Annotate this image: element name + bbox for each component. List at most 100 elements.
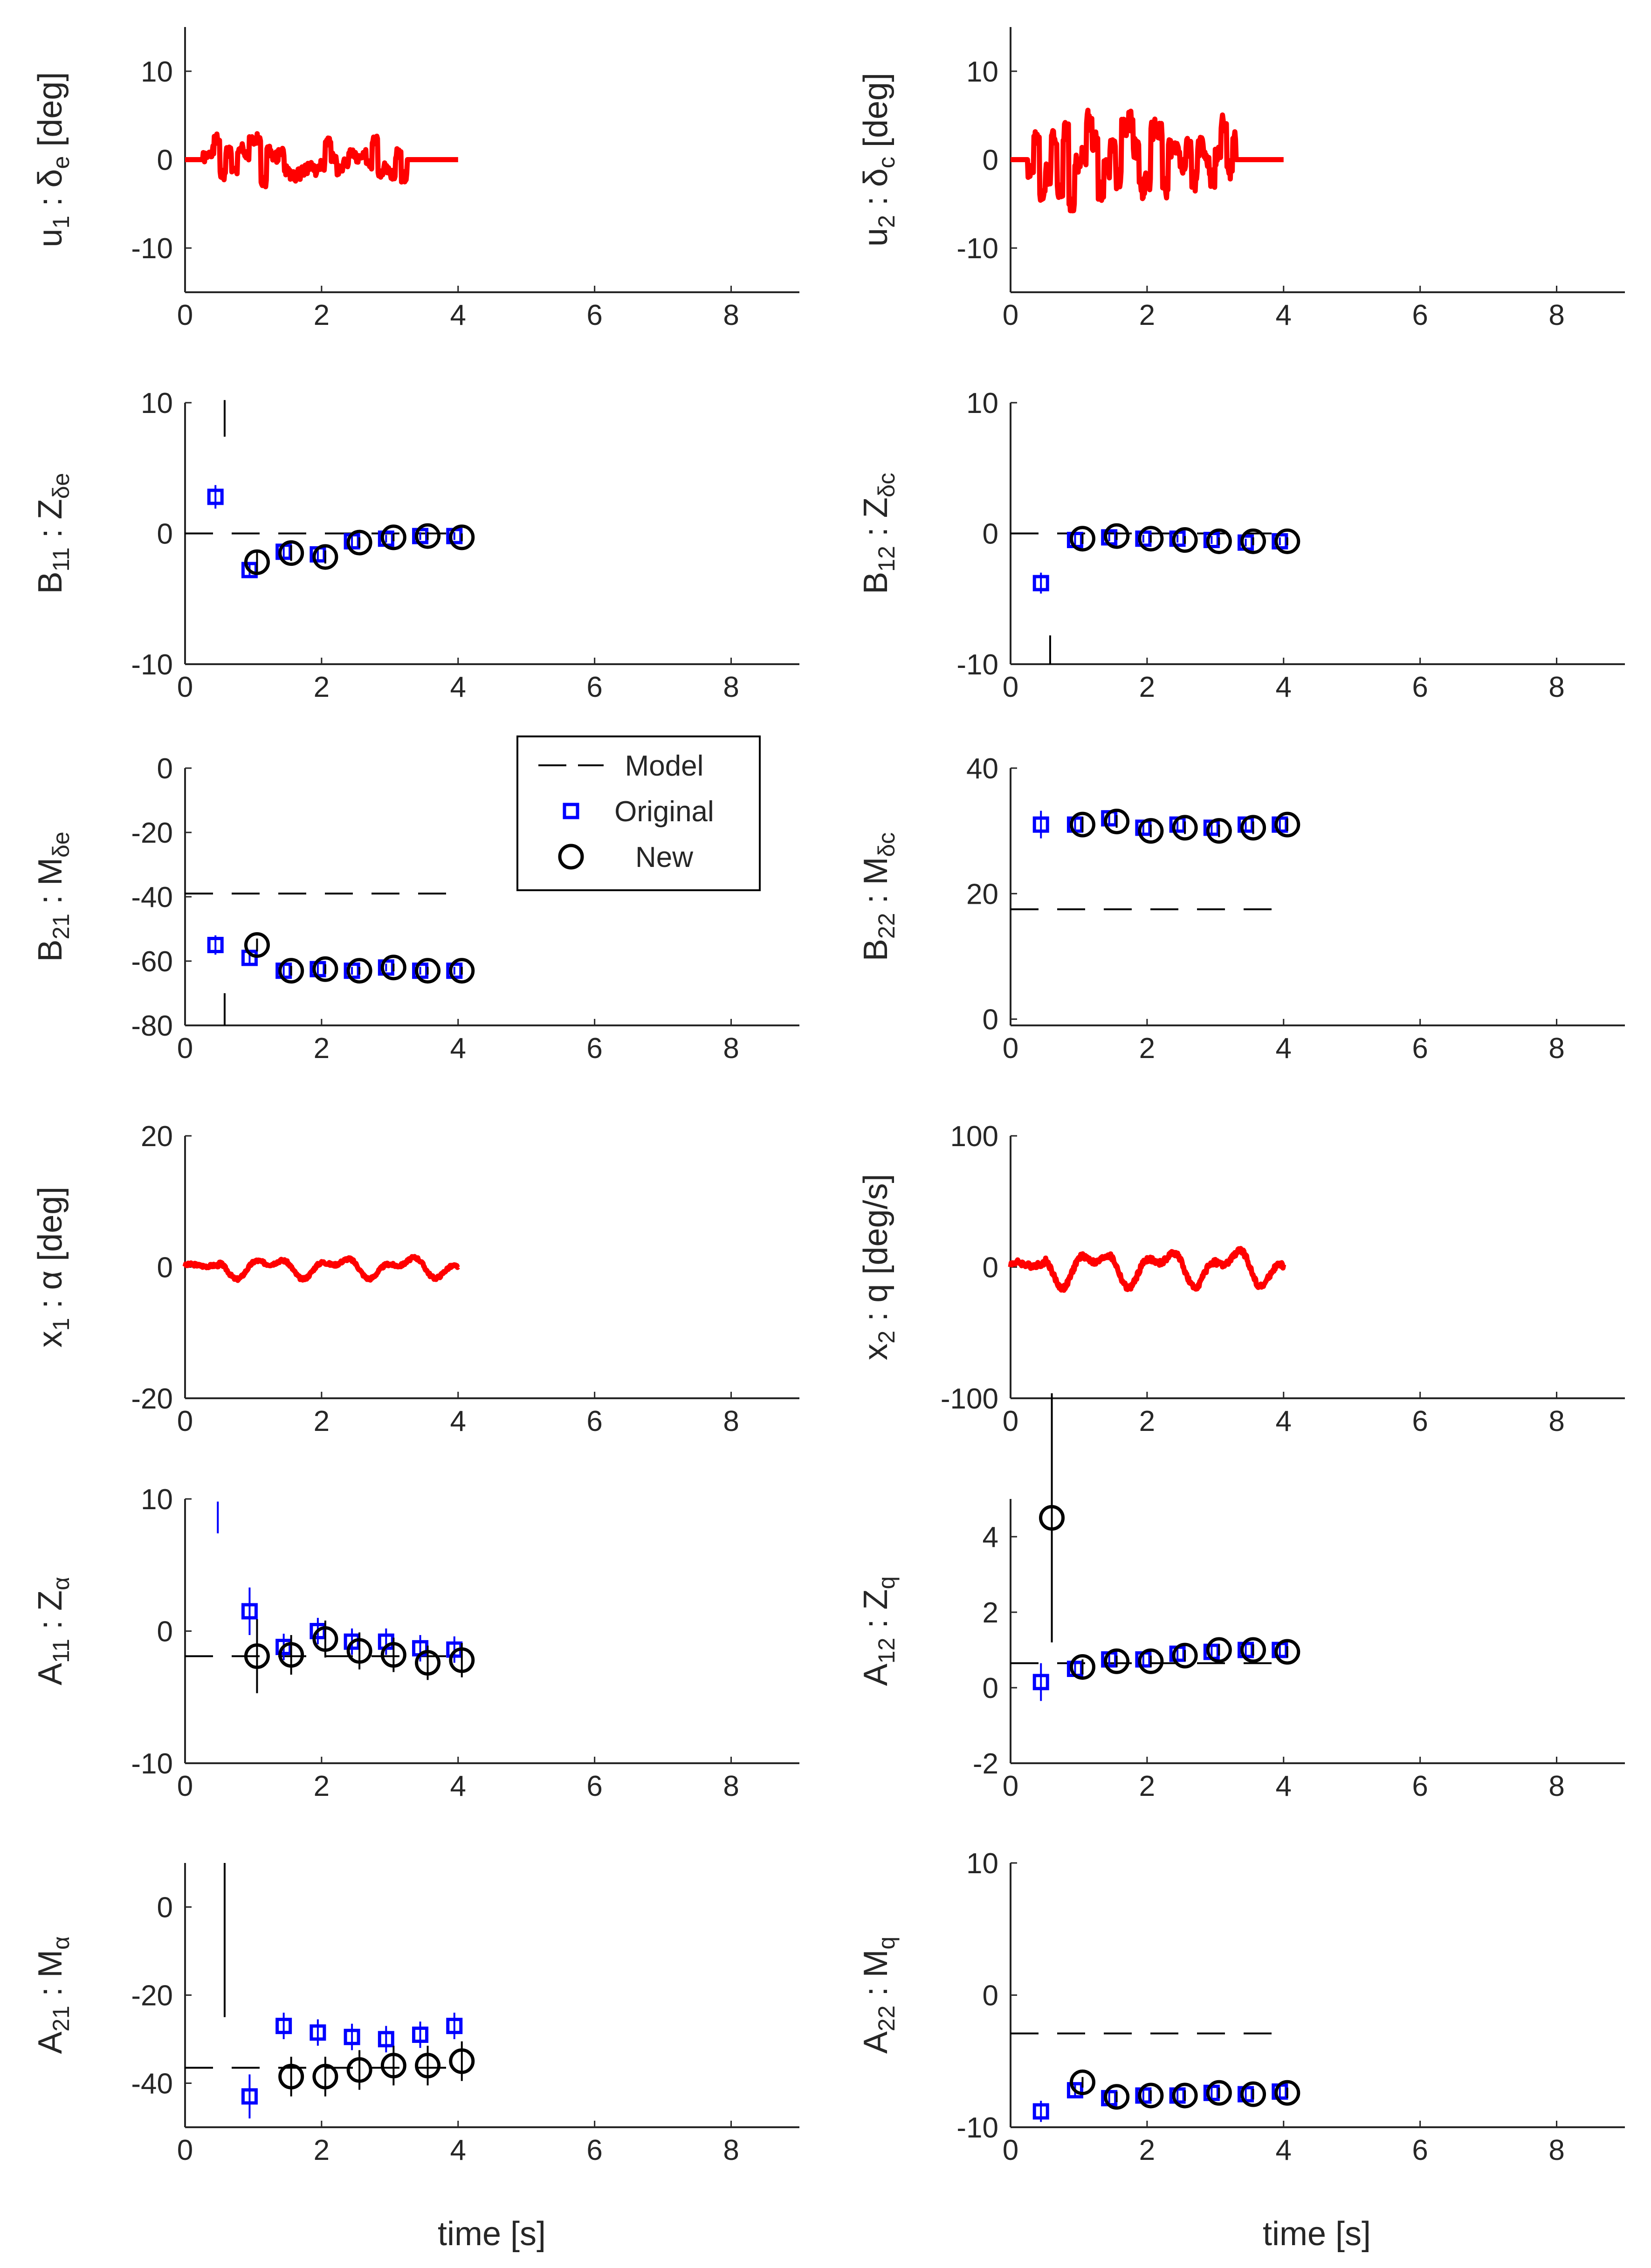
y-label-mid: : δ <box>857 168 894 215</box>
x-tick-label: 8 <box>723 1032 739 1065</box>
legend-label-square: Original <box>614 796 714 828</box>
x-tick-label: 8 <box>1548 299 1564 331</box>
y-tick-label: 40 <box>966 753 998 785</box>
y-tick-label: 100 <box>950 1120 998 1153</box>
legend-original-swatch <box>563 803 579 819</box>
y-label-main: u <box>857 228 894 247</box>
y-tick-label: -10 <box>956 233 998 265</box>
x-tick-label: 0 <box>1003 1770 1018 1802</box>
y-axis-label: x1 : α [deg] <box>32 1187 74 1348</box>
y-tick-label: 0 <box>983 1252 998 1284</box>
y-tick-label: -20 <box>131 1383 173 1415</box>
y-label-tail: [deg] <box>32 72 69 156</box>
legend-new-swatch <box>558 844 584 870</box>
x-tick-label: 2 <box>1139 299 1155 331</box>
x-tick-label: 4 <box>1276 299 1292 331</box>
y-tick-label: 10 <box>141 387 173 419</box>
y-label-main: B <box>32 571 69 594</box>
original-marker <box>344 2028 360 2045</box>
y-label-mid: : M <box>32 858 69 914</box>
new-marker <box>1104 1648 1130 1674</box>
new-marker <box>346 2057 372 2083</box>
y-label-sub2: e <box>48 156 74 169</box>
y-tick-label: -10 <box>956 2112 998 2144</box>
y-label-mid: : Z <box>32 499 69 547</box>
y-tick-label: -20 <box>131 1980 173 2012</box>
y-label-main: x <box>857 1344 894 1361</box>
y-axis-label: u1 : δe [deg] <box>32 72 74 247</box>
x-tick-label: 6 <box>1412 1770 1428 1802</box>
x-tick-label: 2 <box>1139 1032 1155 1065</box>
x-tick-label: 6 <box>586 1405 602 1437</box>
y-label-mid: : M <box>32 1950 69 2006</box>
y-tick-label: 2 <box>983 1597 998 1629</box>
x-tick-label: 2 <box>314 299 330 331</box>
y-label-main: A <box>857 2031 894 2054</box>
x-tick-label: 2 <box>314 1770 330 1802</box>
original-marker <box>1032 2103 1049 2120</box>
y-label-mid: : α [deg] <box>32 1187 69 1318</box>
new-marker <box>380 524 406 550</box>
panel-B22: 0 2 4 6 8 0 20 40 B22 : Mδc <box>857 753 1625 1065</box>
x-tick-label: 2 <box>1139 1770 1155 1802</box>
y-label-main: B <box>857 939 894 961</box>
y-label-sub2: δc <box>874 473 900 497</box>
y-label-sub1: 22 <box>874 2006 900 2032</box>
y-tick-label: -10 <box>131 1748 173 1780</box>
new-marker <box>1104 2084 1130 2110</box>
x-tick-label: 8 <box>723 299 739 331</box>
x-tick-label: 8 <box>723 2134 739 2166</box>
y-label-sub2: α <box>48 1577 74 1590</box>
x-tick-label: 6 <box>586 299 602 331</box>
y-label-main: B <box>32 940 69 962</box>
y-axis-label: x2 : q [deg/s] <box>857 1174 900 1360</box>
new-marker <box>1069 1654 1095 1680</box>
y-axis-label: B21 : Mδe <box>32 832 74 962</box>
new-marker <box>1104 523 1130 549</box>
y-tick-label: 10 <box>966 387 998 419</box>
new-marker <box>380 1642 406 1668</box>
y-label-mid: : Z <box>857 497 894 546</box>
y-tick-label: 0 <box>983 1980 998 2012</box>
new-marker <box>278 958 304 984</box>
new-marker <box>1172 1643 1198 1669</box>
y-axis-label: A21 : Mα <box>32 1936 74 2054</box>
y-tick-label: -2 <box>973 1748 998 1780</box>
x-tick-label: 2 <box>314 671 330 703</box>
x-tick-label: 4 <box>450 1770 466 1802</box>
x-axis-label-right: time [s] <box>1263 2215 1371 2253</box>
y-label-sub1: 12 <box>874 1638 900 1664</box>
new-marker <box>449 958 475 984</box>
y-tick-label: 20 <box>966 878 998 910</box>
y-tick-label: 0 <box>157 753 173 785</box>
y-label-mid: : Z <box>32 1590 69 1639</box>
original-marker <box>207 937 224 953</box>
new-marker <box>1206 818 1232 844</box>
x-tick-label: 6 <box>1412 671 1428 703</box>
y-label-sub1: 11 <box>48 1639 74 1663</box>
new-marker <box>1039 1505 1065 1531</box>
new-marker <box>346 1638 372 1664</box>
y-tick-label: 0 <box>983 518 998 550</box>
new-marker <box>244 1643 270 1669</box>
y-label-sub2: δe <box>48 473 74 499</box>
y-tick-label: 10 <box>966 1848 998 1880</box>
panel-u1: 0 2 4 6 8 -10 0 10 u1 : δe [deg] <box>32 27 799 331</box>
signal-line <box>1008 108 1286 213</box>
x-tick-label: 0 <box>177 299 193 331</box>
y-label-sub1: 12 <box>874 546 900 572</box>
y-tick-label: 0 <box>983 1004 998 1036</box>
y-tick-label: 0 <box>157 144 173 177</box>
new-marker <box>346 529 372 556</box>
y-axis-label: B11 : Zδe <box>32 473 74 594</box>
y-label-sub2: δc <box>874 832 900 857</box>
y-tick-label: -60 <box>131 946 173 978</box>
y-label-mid: : δ <box>32 169 69 216</box>
y-tick-label: -10 <box>131 649 173 681</box>
original-marker <box>1066 2082 1083 2099</box>
y-label-sub1: 1 <box>48 216 74 229</box>
y-tick-label: -40 <box>131 2068 173 2100</box>
